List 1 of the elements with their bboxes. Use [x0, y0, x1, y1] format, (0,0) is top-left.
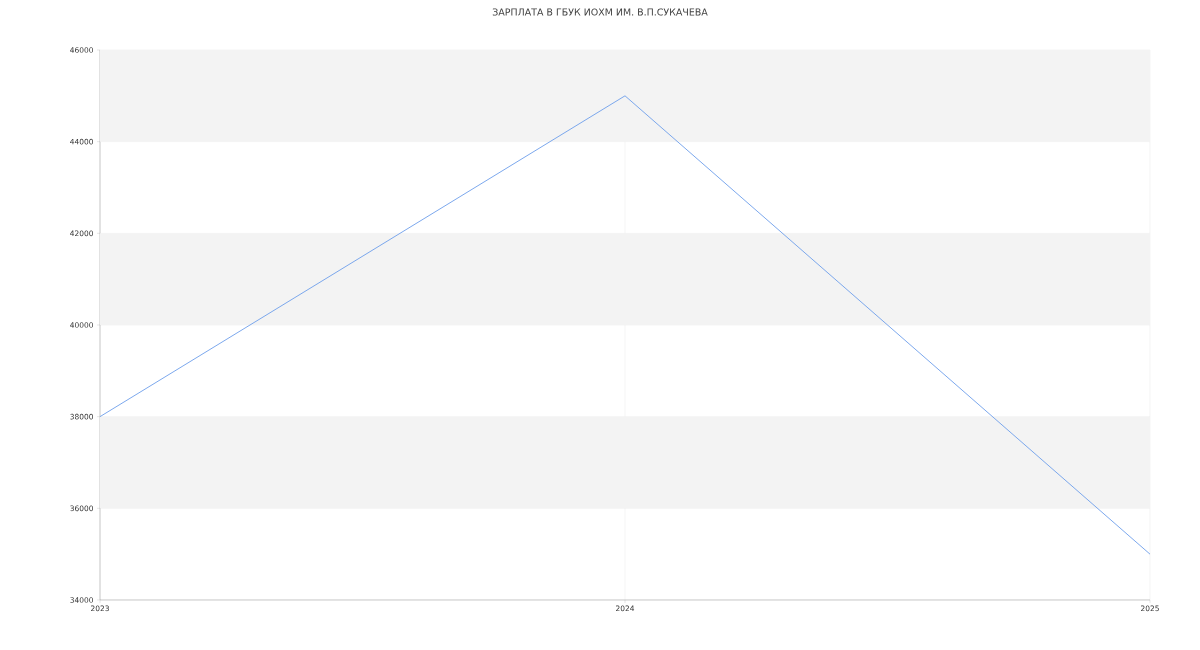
chart-title: ЗАРПЛАТА В ГБУК ИОХМ ИМ. В.П.СУКАЧЕВА	[492, 8, 708, 16]
